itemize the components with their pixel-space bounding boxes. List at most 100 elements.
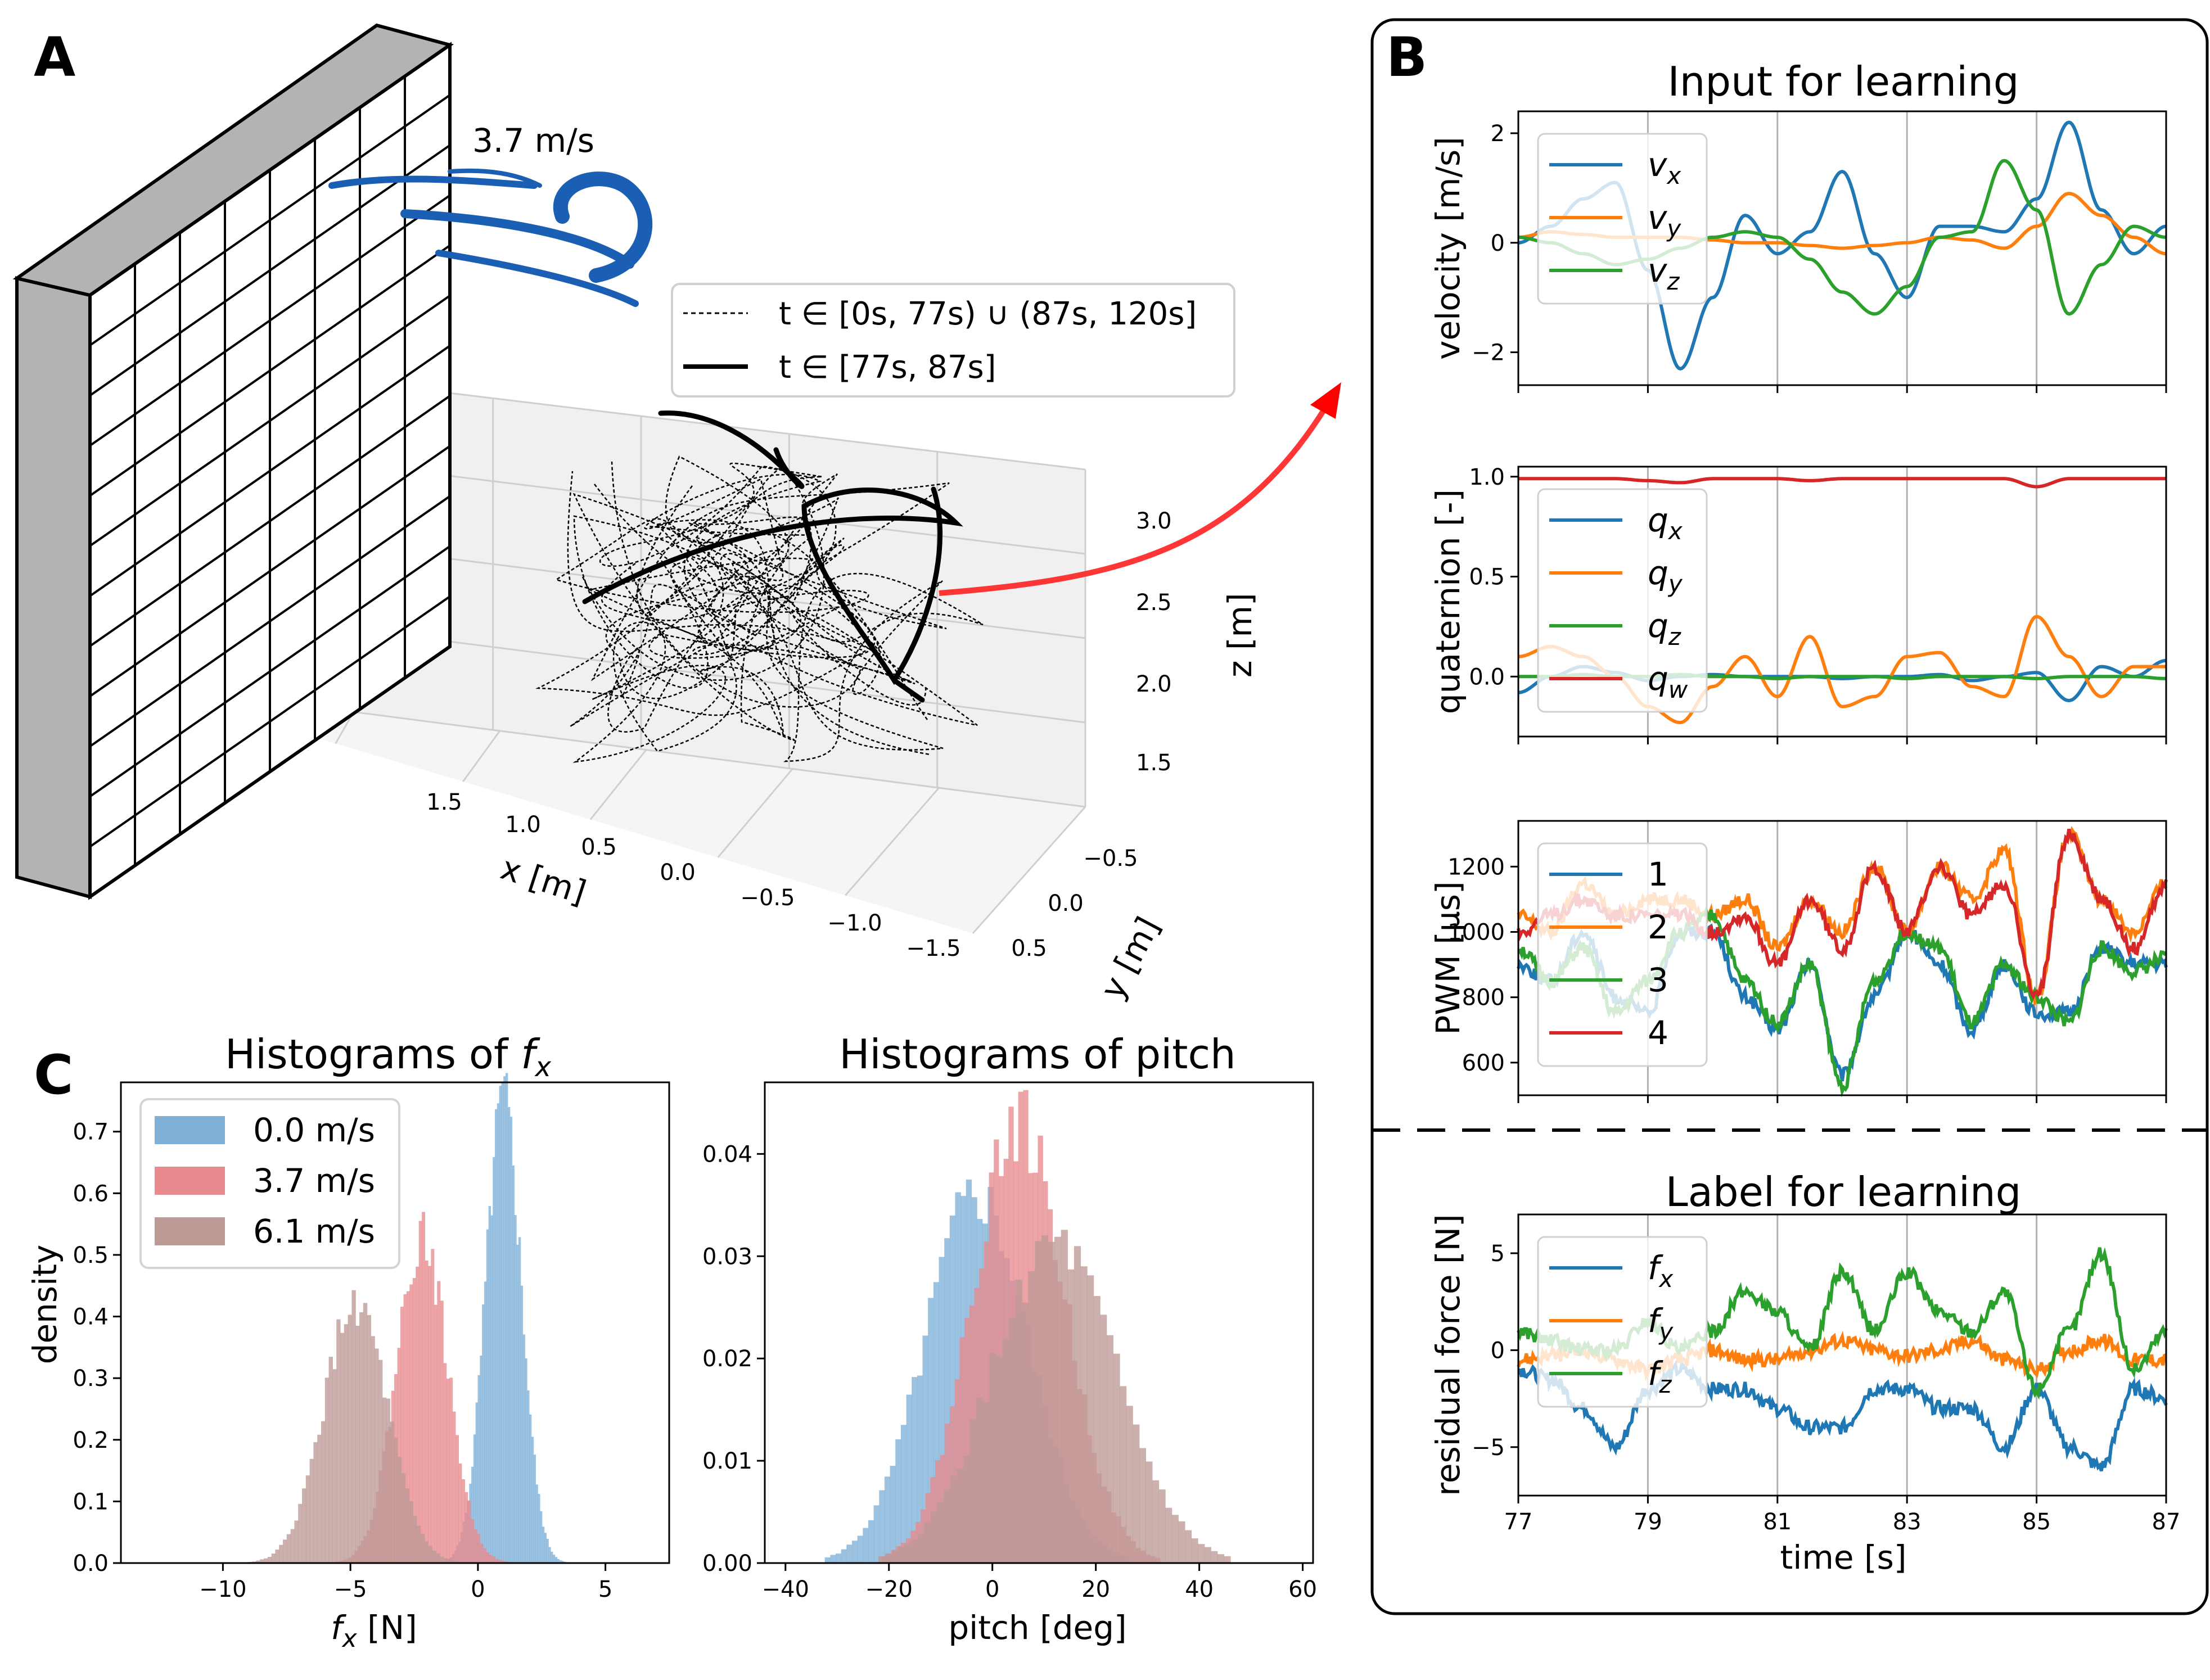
hist-bar (309, 1458, 314, 1563)
hist-bar (559, 1560, 562, 1563)
hist-bar (890, 1466, 896, 1563)
y-tick-label: 600 (1462, 1050, 1505, 1076)
hist-bar (522, 1334, 525, 1563)
hist-bar (328, 1357, 333, 1563)
hist-y-tick: 0.6 (73, 1181, 109, 1207)
wind-icon (328, 168, 653, 307)
hist-bar (439, 1556, 444, 1563)
hist-bar (406, 1291, 410, 1563)
hist-bar (1015, 1279, 1022, 1563)
panel-b-frame (1370, 18, 2209, 1615)
hist-bar (846, 1544, 853, 1563)
hist-series-0.0 m/s (435, 1073, 572, 1563)
legend-c-swatch-0 (155, 1116, 225, 1144)
hist-bar (394, 1437, 398, 1563)
legend-label-vy: vy (1648, 198, 1681, 242)
hist-bar (283, 1539, 287, 1563)
hist-bar (1035, 1241, 1042, 1563)
hist-bar (949, 1215, 956, 1563)
hist-series-6.1 m/s (237, 1290, 475, 1563)
legend-label-4: 4 (1648, 1014, 1668, 1052)
hist-x-tick: 60 (1288, 1577, 1317, 1602)
wind-tunnel-wall (12, 23, 454, 900)
hist-bar (1048, 1241, 1055, 1563)
hist-bar (922, 1335, 928, 1563)
hist-x-tick: −40 (762, 1577, 809, 1602)
hist-bar (398, 1457, 402, 1563)
hist-bar (501, 1082, 504, 1563)
hist-bar (488, 1206, 491, 1563)
panel-a: A 3.7 m/s t ∈ [ (12, 23, 1341, 1005)
hist-bar (420, 1533, 425, 1563)
hist-bar (939, 1257, 945, 1563)
hist-bar (425, 1261, 429, 1563)
hist-y-tick: 0.04 (702, 1141, 752, 1167)
hist-bar (279, 1544, 283, 1563)
hist-bar (542, 1527, 545, 1563)
title-label-for-learning: Label for learning (1666, 1168, 2022, 1216)
hist-y-tick: 0.4 (73, 1304, 109, 1330)
hist-bar (531, 1437, 534, 1563)
legend-label-vx: vx (1648, 146, 1681, 189)
hist-y-tick: 0.7 (73, 1119, 109, 1145)
hist-bar (554, 1557, 558, 1563)
hist-bar (995, 1356, 1003, 1563)
hist-bar (378, 1360, 383, 1563)
histogram-pitch: 0.00 0.01 0.02 0.03 0.04 −40 −20 0 20 40 60 (702, 1081, 1317, 1602)
y-tick-label: 0 (1491, 231, 1505, 256)
trajectory-dashed-segment (605, 455, 947, 699)
hist-bar (514, 1215, 517, 1563)
hist-bar (824, 1557, 831, 1563)
hist-bar (477, 1534, 481, 1563)
hist-bar (1100, 1315, 1107, 1563)
series-line-fx (1518, 1358, 2168, 1472)
axes-B-pwm: 1200 1000 800 600 PWM [µs] 1 2 3 4 (1429, 820, 2168, 1103)
hist-bar (271, 1553, 276, 1563)
x-axis-label-a: x [m] (496, 848, 590, 911)
hist-bar (912, 1377, 918, 1563)
hist-bar (473, 1434, 476, 1563)
hist-bar (452, 1411, 456, 1563)
hist-bar (1061, 1230, 1068, 1563)
y-tick-a: 0.5 (1011, 936, 1047, 961)
hist-bar (906, 1394, 912, 1563)
legend-a-label-1: t ∈ [77s, 87s] (779, 349, 996, 386)
legend-label-qz: qz (1648, 607, 1681, 651)
hist-bar (428, 1266, 431, 1563)
hist-bar (501, 1561, 505, 1563)
hist-bar (412, 1278, 416, 1563)
hist-bar (1139, 1448, 1146, 1563)
hist-bar (1087, 1275, 1094, 1563)
legend-c-swatch-2 (155, 1217, 225, 1245)
hist-bar (1158, 1489, 1166, 1563)
hist-bar (1054, 1236, 1062, 1563)
panel-letter-b: B (1386, 26, 1427, 89)
hist-fx-xlabel: fx [N] (331, 1609, 417, 1653)
hist-bar (527, 1390, 530, 1563)
hist-bar (332, 1369, 337, 1563)
hist-bar (313, 1442, 318, 1563)
hist-bar (473, 1529, 477, 1563)
x-tick-a: 1.5 (426, 789, 462, 815)
z-tick-a: 2.0 (1136, 671, 1172, 697)
hist-bar (386, 1398, 390, 1563)
hist-bar (477, 1375, 480, 1563)
axes-frame (1517, 466, 2167, 738)
hist-bar (451, 1560, 455, 1563)
hist-bar (324, 1378, 330, 1563)
panel-b: B Input for learning Label for learning … (1370, 18, 2209, 1615)
hist-bar (302, 1488, 306, 1563)
y-tick-label: 800 (1462, 985, 1505, 1011)
hist-bar (904, 1543, 912, 1563)
hist-bar (994, 1139, 999, 1563)
x-tick-a: −0.5 (740, 885, 795, 911)
axes-frame (1517, 1213, 2167, 1497)
x-tick-a: 0.5 (581, 834, 617, 860)
hist-bar (917, 1534, 924, 1563)
hist-bar (535, 1484, 538, 1563)
legend-B-velocity: vx vy vz (1537, 133, 1708, 305)
x-tick-a: 1.0 (505, 812, 541, 838)
hist-bar (520, 1285, 524, 1563)
hist-bar (436, 1553, 440, 1563)
